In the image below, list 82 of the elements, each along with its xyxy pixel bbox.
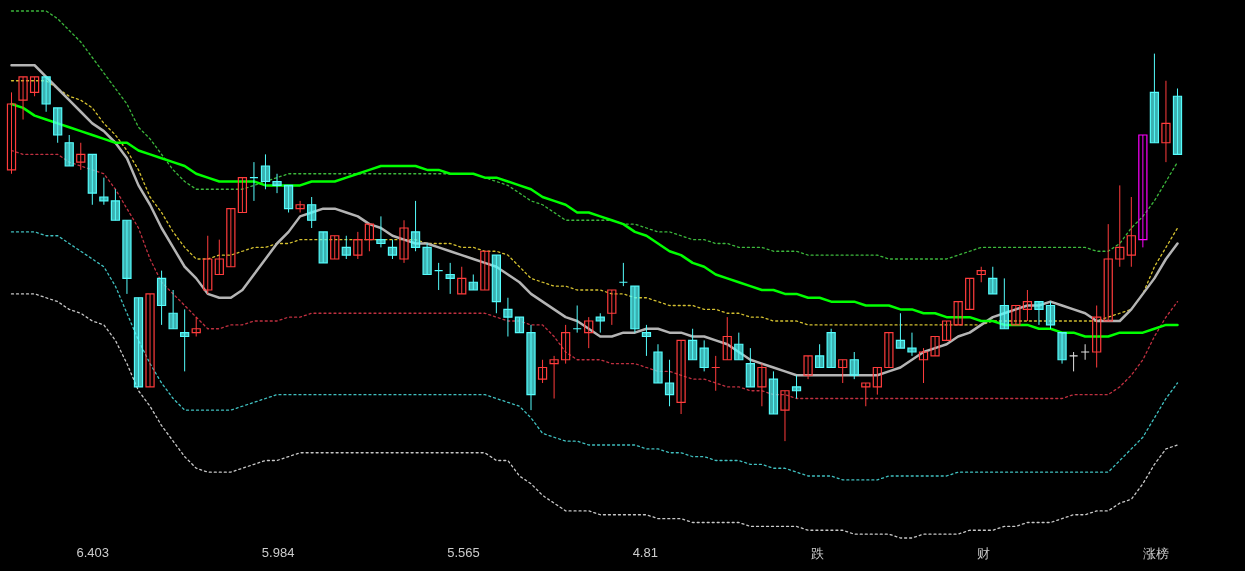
candlestick [387,239,398,260]
candlestick [734,332,744,361]
text: 6.403 [76,545,109,562]
candlestick [180,308,190,372]
candlestick [676,339,686,415]
candlestick [907,332,917,357]
candlestick [145,293,155,388]
candlestick [399,219,409,264]
candlestick [214,239,224,276]
candlestick [457,266,467,295]
text: 涨榜 [1142,545,1169,563]
candlestick [561,324,571,365]
candlestick [814,343,825,369]
candlestick [988,266,998,295]
text: 财 [976,545,990,563]
candlestick [537,359,548,384]
candlestick [1022,289,1033,322]
candlestick [99,177,109,206]
candlestick [803,355,813,380]
candlestick [965,277,975,310]
candlestick [838,359,848,384]
candlestick [168,289,178,330]
candlestick [872,366,882,396]
candlestick [1115,184,1125,268]
text: 4.81 [632,545,658,562]
candlestick [895,312,906,349]
candlestick [272,173,282,194]
candlestick [791,374,802,399]
candlestick [1045,301,1056,330]
candlestick [1092,305,1102,368]
candlestick [930,335,940,357]
candlestick [849,351,859,380]
candlestick [6,91,17,175]
candlestick [884,332,894,369]
candlestick [953,301,963,326]
candlestick [757,363,767,407]
candlestick [341,235,351,260]
candlestick [445,262,455,295]
candlestick [110,188,121,221]
text: 5.565 [447,545,480,562]
candlestick [226,208,236,268]
candlestick [918,347,929,384]
candlestick [330,235,340,260]
text: 跌 [810,545,824,563]
candlestick [1161,80,1171,163]
candlestick [941,320,952,341]
candlestick [237,177,248,214]
candlestick [76,142,86,171]
candlestick [295,200,305,213]
candlestick [260,153,271,190]
candlestick [283,184,294,213]
candlestick [584,316,594,349]
candlestick [191,316,201,337]
candlestick [480,250,490,291]
candlestick [364,223,375,252]
candlestick [18,76,28,120]
candlestick [687,328,698,361]
candlestick [1011,304,1021,326]
candlestick [203,235,213,295]
candlestick [699,339,709,372]
candlestick [1034,301,1044,326]
candlestick [595,312,605,334]
candlestick [664,359,675,407]
candlestick [641,324,652,357]
candlestick [780,390,790,442]
candlestick [607,289,617,326]
candlestick [307,196,317,229]
candlestick [503,297,513,337]
candlestick [861,382,871,407]
candlestick [410,200,421,252]
candlestick [722,316,732,361]
candlestick [376,215,386,248]
candlestick [1138,134,1148,248]
candlestick [29,76,40,97]
candlestick [64,134,74,167]
text: 5.984 [261,545,295,562]
candlestick [1103,223,1113,322]
candlestick [999,277,1009,330]
candlestick [549,355,559,399]
candlestick [745,347,755,388]
candlestick [353,231,363,260]
candlestick [1126,196,1136,268]
